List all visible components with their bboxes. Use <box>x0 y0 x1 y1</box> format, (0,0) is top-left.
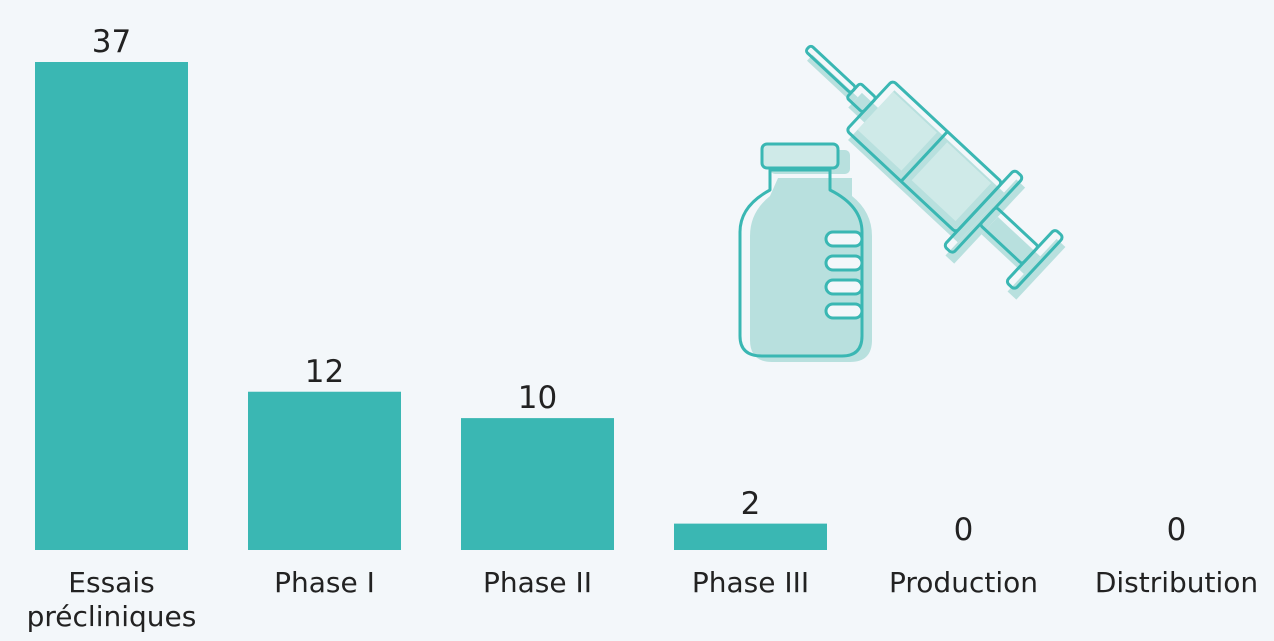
value-label: 2 <box>741 486 761 522</box>
chart <box>0 0 1274 641</box>
value-label: 0 <box>954 512 974 548</box>
value-label: 37 <box>92 24 131 60</box>
x-tick-label: Production <box>889 566 1038 600</box>
value-label: 12 <box>305 354 344 390</box>
x-tick-label: Phase III <box>692 566 809 600</box>
bar <box>674 524 827 550</box>
x-tick-label: Phase I <box>274 566 375 600</box>
x-tick-label: Phase II <box>483 566 592 600</box>
value-label: 0 <box>1167 512 1187 548</box>
x-tick-label: Essais précliniques <box>27 566 197 634</box>
x-tick-label: Distribution <box>1095 566 1258 600</box>
value-label: 10 <box>518 380 557 416</box>
illustration <box>740 10 1080 362</box>
bar <box>461 418 614 550</box>
bar <box>248 392 401 550</box>
page: (() => { const data = JSON.parse(documen… <box>0 0 1274 641</box>
bar <box>35 62 188 550</box>
